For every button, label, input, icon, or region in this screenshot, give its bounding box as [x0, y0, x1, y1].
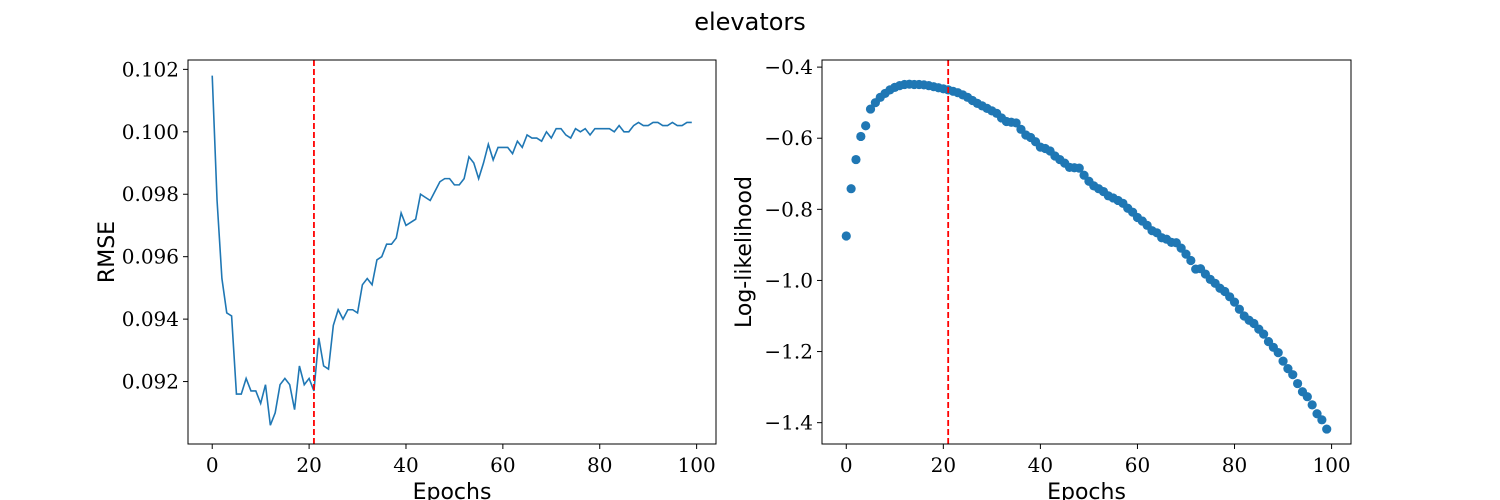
rmse-plot-frame: [187, 59, 717, 445]
loglik-data-point: [1273, 348, 1283, 358]
loglik-y-axis-label: Log-likelihood: [732, 176, 757, 328]
loglik-data-point: [851, 154, 861, 165]
loglik-x-tick-label: 0: [840, 453, 853, 477]
rmse-chart-panel: 0.092 0.094 0.096 0.098 0.100 0.102 0 20 40 60 80…: [95, 57, 717, 500]
loglik-data-point: [1181, 249, 1191, 259]
loglik-x-tick-label: 20: [931, 453, 956, 477]
loglik-x-axis-label: Epochs: [1047, 480, 1126, 500]
rmse-x-tick-label: 80: [587, 453, 612, 477]
loglik-data-point: [1011, 118, 1021, 128]
loglik-y-tick-label: −0.6: [764, 126, 813, 150]
loglik-x-tick-label: 80: [1222, 453, 1247, 477]
loglik-data-point: [856, 131, 866, 142]
figure-title: elevators: [694, 8, 806, 36]
loglik-data-point: [1307, 400, 1317, 410]
rmse-x-axis-label: Epochs: [413, 480, 492, 500]
loglik-data-point: [1278, 356, 1288, 366]
loglik-data-point: [1186, 255, 1196, 266]
loglik-plot-frame: [821, 59, 1352, 445]
loglik-chart-panel: −1.4 −1.2 −1.0 −0.8 −0.6 −0.4 0 20 40 60 80 100 Ep…: [732, 55, 1352, 500]
rmse-y-tick-label: 0.100: [122, 120, 179, 144]
rmse-series-line: [211, 75, 692, 426]
rmse-y-axis-label: RMSE: [95, 221, 120, 283]
loglik-data-point: [1074, 163, 1084, 173]
loglik-data-point: [865, 104, 876, 114]
loglik-y-tick-label: −1.2: [764, 340, 813, 364]
loglik-data-point: [1302, 392, 1312, 402]
loglik-y-ticks: −1.4 −1.2 −1.0 −0.8 −0.6 −0.4: [764, 55, 822, 435]
rmse-y-tick-label: 0.094: [122, 307, 179, 331]
loglik-y-tick-label: −1.0: [764, 268, 813, 292]
rmse-x-tick-label: 60: [490, 453, 515, 477]
loglik-y-tick-label: −0.4: [764, 55, 813, 79]
rmse-y-tick-label: 0.102: [122, 57, 179, 81]
loglik-x-tick-label: 40: [1028, 453, 1053, 477]
rmse-x-tick-label: 40: [393, 453, 418, 477]
loglik-y-tick-label: −1.4: [764, 411, 813, 435]
loglik-x-ticks: 0 20 40 60 80 100: [840, 444, 1351, 477]
rmse-line-path: [211, 75, 692, 426]
loglik-data-point: [1234, 304, 1244, 314]
loglik-data-point: [1317, 415, 1327, 425]
rmse-y-tick-label: 0.096: [122, 245, 179, 269]
loglik-data-point: [841, 231, 851, 241]
rmse-y-tick-label: 0.092: [122, 370, 179, 394]
loglik-data-point: [861, 121, 871, 131]
loglik-data-point: [1229, 297, 1240, 307]
rmse-x-ticks: 0 20 40 60 80 100: [206, 444, 716, 477]
rmse-y-ticks: 0.092 0.094 0.096 0.098 0.100 0.102: [122, 57, 188, 394]
loglik-x-tick-label: 100: [1312, 453, 1350, 477]
loglik-data-point: [1288, 370, 1298, 380]
loglik-data-point: [1322, 424, 1332, 434]
loglik-y-tick-label: −0.8: [764, 197, 813, 221]
rmse-x-tick-label: 20: [296, 453, 321, 477]
loglik-data-point: [1293, 378, 1303, 389]
loglik-series-points: [841, 79, 1332, 434]
rmse-x-tick-label: 0: [206, 453, 219, 477]
rmse-y-tick-label: 0.098: [122, 182, 179, 206]
loglik-data-point: [1259, 329, 1269, 339]
rmse-x-tick-label: 100: [678, 453, 716, 477]
loglik-data-point: [846, 184, 856, 194]
loglik-x-tick-label: 60: [1125, 453, 1150, 477]
